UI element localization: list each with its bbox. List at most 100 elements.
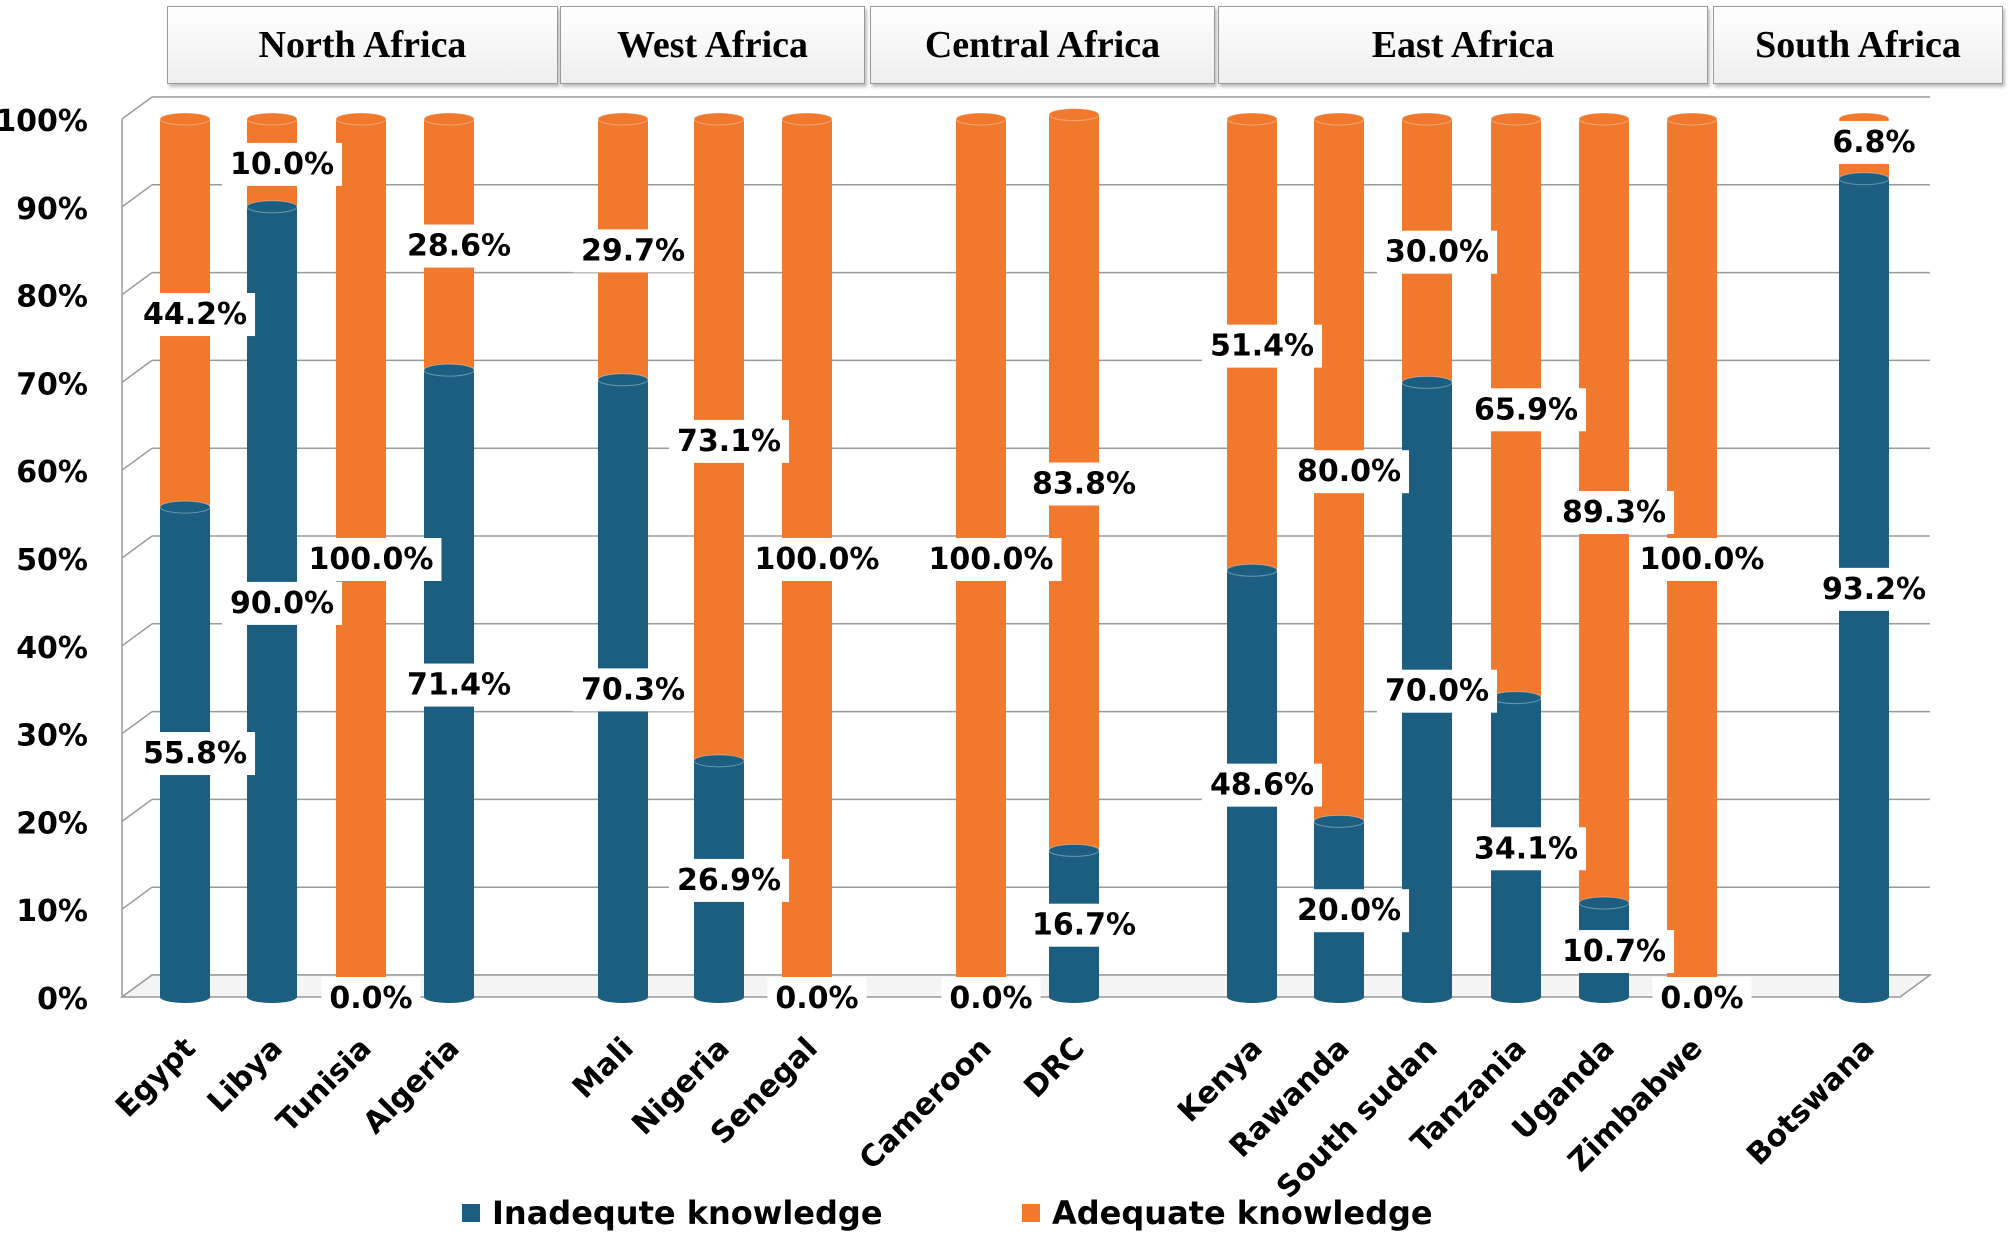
bar-inadequate-mali-cap (597, 373, 649, 387)
legend-swatch-adequate (1022, 1204, 1040, 1222)
data-label-inadequate-libya: 90.0% (230, 586, 334, 621)
bar-inadequate-uganda-cap (1578, 896, 1630, 910)
gridline-depth (121, 535, 153, 559)
data-label-adequate-botswana-bg (1824, 120, 1924, 164)
data-label-adequate-botswana: 6.8% (1832, 125, 1915, 160)
bar-adequate-south-sudan-cap (1401, 112, 1453, 126)
data-label-adequate-drc: 83.8% (1032, 466, 1136, 501)
region-header-south-africa: South Africa (1713, 6, 2003, 84)
data-label-adequate-zimbabwe: 100.0% (1640, 542, 1765, 577)
y-tick-label: 90% (16, 192, 88, 227)
data-label-adequate-tanzania-bg (1465, 388, 1587, 432)
y-tick-label: 50% (16, 543, 88, 578)
y-tick-label: 70% (16, 367, 88, 402)
data-label-adequate-tunisia: 100.0% (309, 542, 434, 577)
gridline-depth (121, 798, 153, 823)
data-label-inadequate-senegal: 0.0% (775, 981, 858, 1016)
region-header-north-africa: North Africa (167, 6, 558, 84)
data-label-adequate-senegal-bg (746, 538, 888, 581)
y-tick-label: 80% (16, 280, 88, 315)
data-label-inadequate-uganda: 10.7% (1562, 934, 1666, 969)
data-label-inadequate-tunisia-bg (321, 977, 421, 1020)
bar-inadequate-nigeria-cap (693, 754, 745, 768)
gridline-depth (121, 184, 153, 208)
bar-inadequate-egypt-cap (159, 500, 211, 514)
data-label-adequate-tunisia-bg (300, 538, 442, 581)
bar-inadequate-rawanda-cap (1313, 814, 1365, 828)
x-tick-label-drc: DRC (1017, 1031, 1091, 1105)
data-label-inadequate-nigeria: 26.9% (677, 863, 781, 898)
data-label-adequate-uganda-bg (1553, 491, 1675, 535)
data-label-inadequate-senegal-bg (767, 977, 867, 1020)
bar-inadequate-south-sudan-cap (1401, 375, 1453, 389)
data-label-inadequate-egypt-bg (134, 732, 256, 776)
data-label-inadequate-algeria-bg (398, 663, 520, 707)
bar-adequate-uganda-cap (1578, 112, 1630, 126)
bar-adequate-tanzania-cap (1490, 112, 1542, 126)
data-label-inadequate-botswana: 93.2% (1822, 572, 1926, 607)
data-label-adequate-nigeria-bg (668, 419, 790, 463)
data-label-adequate-rawanda-bg (1288, 450, 1410, 494)
data-label-inadequate-kenya-bg (1201, 763, 1323, 807)
data-label-adequate-uganda: 89.3% (1562, 495, 1666, 530)
data-label-inadequate-mali: 70.3% (581, 672, 685, 707)
x-tick-label-botswana: Botswana (1740, 1031, 1882, 1173)
bar-adequate-drc-cap (1048, 108, 1100, 122)
gridline-depth (121, 710, 153, 735)
gridline-depth (121, 623, 153, 647)
x-tick-label-libya: Libya (201, 1031, 290, 1120)
gridline-depth (121, 359, 153, 384)
data-label-inadequate-botswana-bg (1813, 567, 1935, 611)
x-tick-label-egypt: Egypt (109, 1031, 203, 1125)
bar-adequate-cameroon-cap (955, 112, 1007, 126)
legend-label-adequate: Adequate knowledge (1052, 1194, 1433, 1232)
data-label-adequate-libya: 10.0% (230, 147, 334, 182)
data-label-inadequate-uganda-bg (1553, 930, 1675, 974)
data-label-adequate-zimbabwe-bg (1631, 538, 1773, 581)
data-label-inadequate-algeria: 71.4% (407, 668, 511, 703)
data-label-adequate-egypt-bg (134, 293, 256, 337)
legend-label-inadequate: Inadequte knowledge (492, 1194, 883, 1232)
x-tick-label-mali: Mali (566, 1031, 641, 1106)
region-header-west-africa: West Africa (560, 6, 865, 84)
data-label-inadequate-south-sudan-bg (1376, 669, 1498, 713)
bar-inadequate-libya-cap (246, 200, 298, 214)
data-label-adequate-south-sudan: 30.0% (1385, 235, 1489, 270)
gridline-depth (121, 447, 153, 471)
data-label-adequate-algeria-bg (398, 224, 520, 268)
region-header-central-africa: Central Africa (870, 6, 1215, 84)
data-label-adequate-cameroon: 100.0% (929, 542, 1054, 577)
data-label-inadequate-kenya: 48.6% (1210, 768, 1314, 803)
x-tick-label-south-sudan: South sudan (1270, 1031, 1445, 1206)
bar-adequate-algeria-cap (423, 112, 475, 126)
bar-inadequate-botswana-cap (1838, 172, 1890, 186)
data-label-adequate-kenya-bg (1201, 324, 1323, 368)
legend-inadequate: Inadequte knowledge (462, 1188, 883, 1238)
y-tick-label: 0% (37, 982, 88, 1017)
bar-adequate-egypt-cap (159, 112, 211, 126)
x-tick-label-algeria: Algeria (357, 1031, 467, 1141)
data-label-inadequate-zimbabwe: 0.0% (1660, 981, 1743, 1016)
data-label-inadequate-cameroon-bg (941, 977, 1041, 1020)
bar-adequate-libya-cap (246, 112, 298, 126)
data-label-adequate-rawanda: 80.0% (1297, 454, 1401, 489)
y-tick-label: 40% (16, 631, 88, 666)
y-tick-label: 30% (16, 719, 88, 754)
bar-adequate-kenya-cap (1226, 112, 1278, 126)
y-tick-label: 20% (16, 806, 88, 841)
y-tick-label: 10% (16, 894, 88, 929)
data-label-inadequate-rawanda-bg (1288, 889, 1410, 933)
legend-swatch-inadequate (462, 1204, 480, 1222)
bar-inadequate-kenya-cap (1226, 563, 1278, 577)
gridline-depth (121, 271, 153, 296)
data-label-inadequate-rawanda: 20.0% (1297, 893, 1401, 928)
data-label-adequate-nigeria: 73.1% (677, 424, 781, 459)
bar-adequate-tunisia-cap (335, 112, 387, 126)
region-header-east-africa: East Africa (1218, 6, 1708, 84)
data-label-inadequate-zimbabwe-bg (1652, 977, 1752, 1020)
y-tick-label: 100% (0, 104, 88, 139)
bar-adequate-senegal-cap (781, 112, 833, 126)
bar-inadequate-algeria-cap (423, 363, 475, 377)
